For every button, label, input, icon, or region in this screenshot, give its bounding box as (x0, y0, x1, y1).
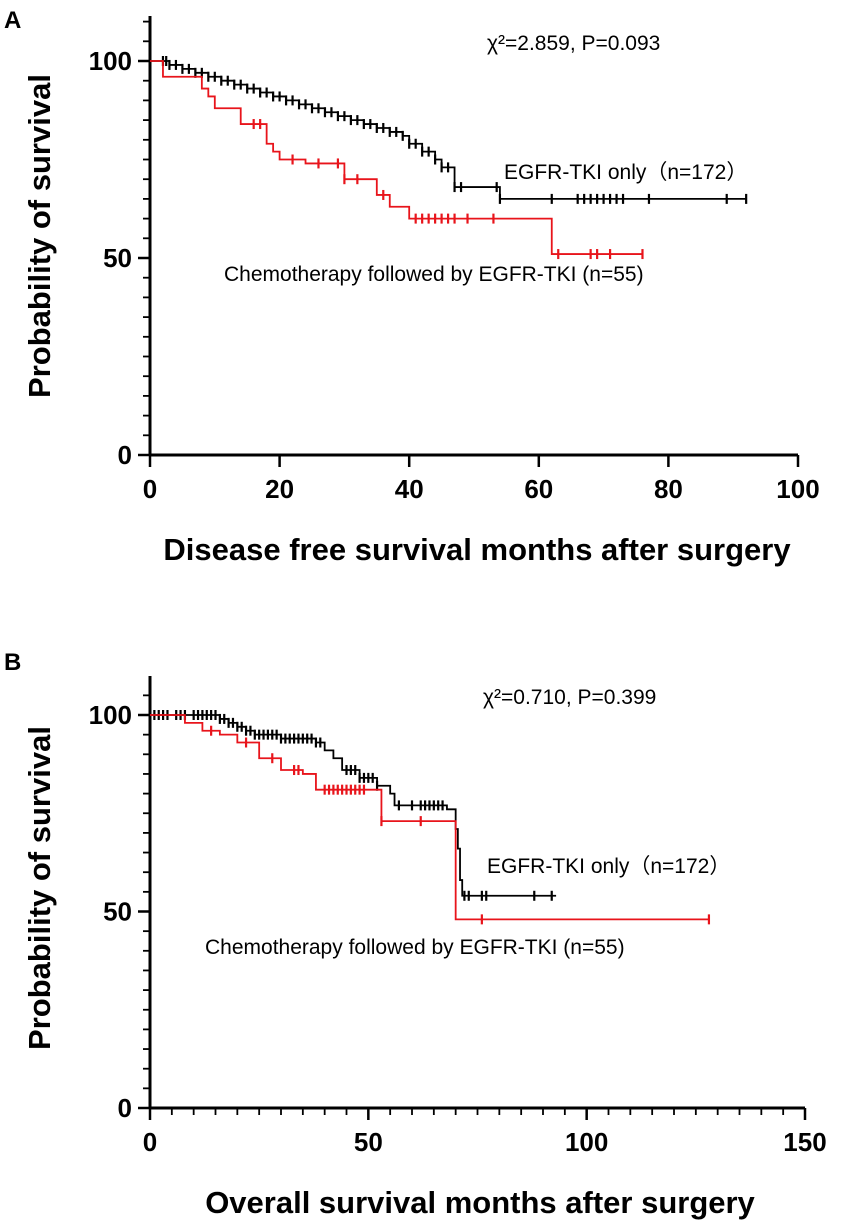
panel-a-x-tick-label: 20 (265, 474, 294, 504)
panel-a: A Probability of survival Disease free s… (4, 7, 820, 567)
panel-a-x-tick-label: 40 (395, 474, 424, 504)
panel-b-chemo-egfr-curve (150, 714, 709, 921)
panel-a-y-tick-label: 50 (103, 243, 132, 273)
panel-a-x-tick-label: 0 (143, 474, 157, 504)
panel-b: B Probability of survival Overall surviv… (4, 649, 827, 1220)
panel-b-x-tick-label: 50 (354, 1127, 383, 1157)
panel-b-curves (150, 710, 711, 925)
panel-a-axes: 0 50 100 0 20 40 60 80 100 (89, 16, 820, 504)
panel-b-y-tick-label: 50 (103, 897, 132, 927)
panel-a-x-tick-label: 80 (654, 474, 683, 504)
panel-a-y-tick-label: 0 (118, 440, 132, 470)
panel-b-legend-egfr-only: EGFR-TKI only（n=172） (487, 855, 730, 878)
panel-b-axes: 0 50 100 0 50 100 150 (89, 676, 827, 1157)
panel-b-stats-annotation: χ²=0.710, P=0.399 (483, 686, 656, 709)
panel-b-label: B (4, 649, 21, 676)
panel-b-x-axis-title: Overall survival months after surgery (205, 1185, 755, 1220)
panel-a-y-axis-title: Probability of survival (22, 74, 57, 398)
panel-a-legend-chemo-egfr: Chemotherapy followed by EGFR-TKI (n=55) (224, 263, 644, 286)
panel-a-x-tick-label: 100 (776, 474, 819, 504)
panel-b-x-tick-label: 150 (783, 1127, 826, 1157)
panel-b-y-tick-label: 100 (89, 700, 132, 730)
panel-a-stats-annotation: χ²=2.859, P=0.093 (487, 32, 660, 55)
panel-a-curves (150, 56, 748, 260)
panel-b-y-tick-label: 0 (118, 1093, 132, 1123)
panel-b-y-axis-title: Probability of survival (22, 726, 57, 1050)
panel-a-x-axis-title: Disease free survival months after surge… (163, 532, 791, 567)
panel-a-chemo-egfr-curve (150, 60, 643, 255)
panel-b-x-tick-label: 0 (143, 1127, 157, 1157)
panel-a-label: A (4, 7, 21, 34)
panel-a-y-tick-label: 100 (89, 46, 132, 76)
panel-a-legend-egfr-only: EGFR-TKI only（n=172） (504, 161, 747, 184)
panel-b-x-tick-label: 100 (565, 1127, 608, 1157)
panel-b-legend-chemo-egfr: Chemotherapy followed by EGFR-TKI (n=55) (205, 936, 625, 959)
panel-a-x-tick-label: 60 (524, 474, 553, 504)
